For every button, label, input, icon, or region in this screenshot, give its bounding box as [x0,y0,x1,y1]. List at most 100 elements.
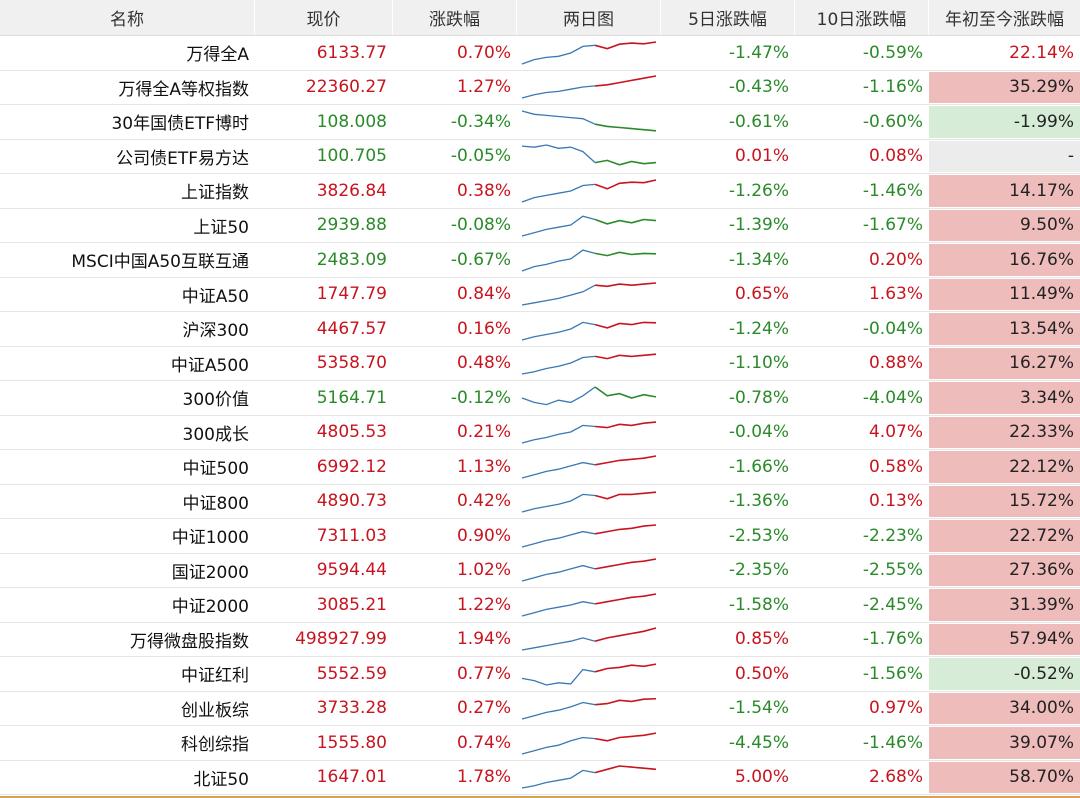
two-day-sparkline [517,312,661,346]
current-price: 3733.28 [316,698,387,719]
table-row[interactable]: 30年国债ETF博时 108.008 -0.34% -0.61% -0.60% -1.99… [0,105,1080,140]
ten-day-change: -1.67% [862,215,923,236]
table-row[interactable]: 300成长 4805.53 0.21% -0.04% 4.07% 22.33% [0,416,1080,450]
sparkline-svg [521,75,657,99]
ten-day-change: -0.60% [862,111,923,132]
change-percent: -0.67% [450,249,511,270]
table-row[interactable]: 沪深300 4467.57 0.16% -1.24% -0.04% 13.54% [0,312,1080,347]
change-percent: -0.08% [450,215,511,236]
change-percent: 0.42% [456,491,511,512]
current-price: 100.705 [316,146,387,167]
sparkline-svg [521,592,657,617]
table-row[interactable]: MSCI中国A50互联互通 2483.09 -0.67% -1.34% 0.20% 16.… [0,243,1080,278]
sparkline-current-day [595,75,657,87]
table-row[interactable]: 公司债ETF易方达 100.705 -0.05% 0.01% 0.08% - [0,140,1080,174]
table-body: 万得全A 6133.77 0.70% -1.47% -0.59% 22.14% 万得全A等权… [0,36,1080,795]
ten-day-change: -2.55% [862,560,923,581]
table-row[interactable]: 中证A50 1747.79 0.84% 0.65% 1.63% 11.49% [0,278,1080,312]
header-10day-change[interactable]: 10日涨跌幅 [795,0,929,35]
table-row[interactable]: 国证2000 9594.44 1.02% -2.35% -2.55% 27.36% [0,554,1080,588]
two-day-sparkline [517,174,661,208]
header-change[interactable]: 涨跌幅 [393,0,517,35]
five-day-change: -1.10% [728,353,789,374]
two-day-sparkline [517,416,661,450]
two-day-sparkline [517,519,661,553]
current-price: 6133.77 [316,42,387,63]
current-price: 5358.70 [316,353,387,374]
table-row[interactable]: 万得微盘股指数 498927.99 1.94% 0.85% -1.76% 57.94% [0,623,1080,657]
ytd-change: 57.94% [929,623,1080,655]
ten-day-change: -1.46% [862,732,923,753]
table-row[interactable]: 中证2000 3085.21 1.22% -1.58% -2.45% 31.39% [0,588,1080,623]
sparkline-svg [521,110,657,132]
table-row[interactable]: 上证指数 3826.84 0.38% -1.26% -1.46% 14.17% [0,174,1080,209]
table-row[interactable]: 中证红利 5552.59 0.77% 0.50% -1.56% -0.52% [0,657,1080,692]
sparkline-current-day [594,558,657,570]
index-name: 300价值 [182,390,249,411]
sparkline-current-day [594,765,657,774]
change-percent: 0.84% [456,284,511,305]
ytd-change: 34.00% [929,692,1080,724]
header-5day-change[interactable]: 5日涨跌幅 [661,0,795,35]
two-day-sparkline [517,692,661,726]
table-row[interactable]: 科创综指 1555.80 0.74% -4.45% -1.46% 39.07% [0,726,1080,761]
change-percent: 1.94% [456,629,511,650]
sparkline-previous-day [521,85,596,99]
ten-day-change: 4.07% [868,422,923,443]
current-price: 7311.03 [316,525,387,546]
table-row[interactable]: 中证800 4890.73 0.42% -1.36% 0.13% 15.72% [0,485,1080,519]
table-row[interactable]: 上证50 2939.88 -0.08% -1.39% -1.67% 9.50% [0,209,1080,243]
sparkline-current-day [595,282,657,288]
ten-day-change: 1.63% [868,284,923,305]
sparkline-previous-day [521,769,596,789]
header-two-day-chart[interactable]: 两日图 [517,0,661,35]
ytd-change: 15.72% [929,485,1080,517]
five-day-change: -0.43% [728,77,789,98]
ytd-change: 22.72% [929,520,1080,552]
ten-day-change: -4.04% [862,387,923,408]
ytd-change: 35.29% [929,71,1080,103]
two-day-sparkline [517,623,661,657]
five-day-change: -1.39% [728,215,789,236]
table-row[interactable]: 300价值 5164.71 -0.12% -0.78% -4.04% 3.34% [0,381,1080,416]
sparkline-svg [521,249,657,272]
index-name: 万得全A等权指数 [118,79,249,100]
current-price: 108.008 [316,111,387,132]
ten-day-change: -0.04% [862,318,923,339]
two-day-sparkline [517,347,661,381]
sparkline-svg [521,523,657,548]
ten-day-change: 0.20% [868,249,923,270]
change-percent: 0.74% [456,732,511,753]
five-day-change: -1.54% [728,698,789,719]
table-row[interactable]: 创业板综 3733.28 0.27% -1.54% 0.97% 34.00% [0,692,1080,726]
table-row[interactable]: 北证50 1647.01 1.78% 5.00% 2.68% 58.70% [0,761,1080,795]
ytd-change: 3.34% [929,382,1080,414]
sparkline-current-day [595,421,657,429]
header-price[interactable]: 现价 [255,0,393,35]
sparkline-current-day [594,321,657,329]
sparkline-current-day [595,698,657,706]
ten-day-change: 0.08% [868,146,923,167]
header-ytd-change[interactable]: 年初至今涨跌幅 [945,10,1064,30]
change-percent: 0.48% [456,353,511,374]
sparkline-previous-day [521,356,596,375]
five-day-change: 5.00% [734,767,789,788]
change-percent: 0.90% [456,525,511,546]
table-row[interactable]: 万得全A等权指数 22360.27 1.27% -0.43% -1.16% 35.29% [0,71,1080,105]
two-day-sparkline [517,554,661,588]
ytd-change: -0.52% [929,658,1080,690]
table-row[interactable]: 中证1000 7311.03 0.90% -2.53% -2.23% 22.72% [0,519,1080,554]
table-row[interactable]: 中证A500 5358.70 0.48% -1.10% 0.88% 16.27% [0,347,1080,381]
index-name: 中证500 [182,459,249,480]
sparkline-current-day [594,592,657,605]
table-row[interactable]: 万得全A 6133.77 0.70% -1.47% -0.59% 22.14% [0,36,1080,71]
sparkline-current-day [594,627,657,643]
five-day-change: 0.65% [734,284,789,305]
header-name[interactable]: 名称 [0,0,255,35]
table-row[interactable]: 中证500 6992.12 1.13% -1.66% 0.58% 22.12% [0,450,1080,485]
five-day-change: -0.61% [728,111,789,132]
ten-day-change: -1.76% [862,629,923,650]
two-day-sparkline [517,761,661,795]
sparkline-current-day [594,353,657,360]
two-day-sparkline [517,588,661,622]
